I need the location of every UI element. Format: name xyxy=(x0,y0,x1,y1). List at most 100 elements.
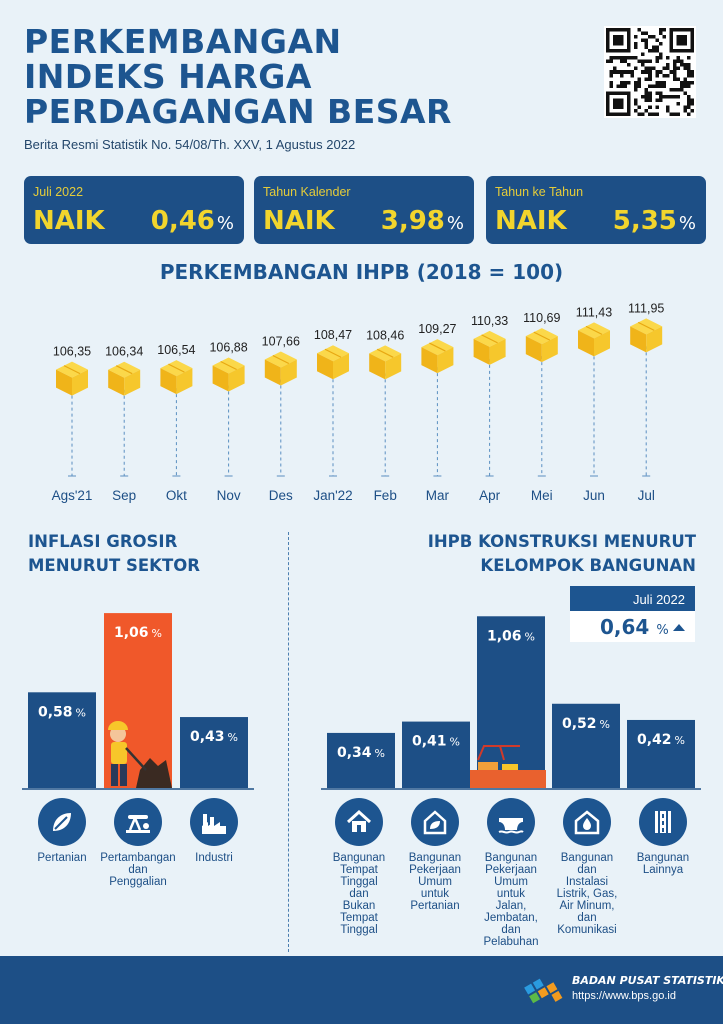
qr-module xyxy=(686,73,691,78)
construction-caption-4: Bangunan dan Instalasi Listrik, Gas, Air… xyxy=(542,852,632,936)
qr-finder xyxy=(676,35,687,46)
ihpb-month-label: Apr xyxy=(479,488,501,503)
qr-module xyxy=(623,56,628,60)
qr-module xyxy=(679,84,684,88)
bar-unit: % xyxy=(375,747,385,760)
sector-bar-chart: 0,58 %1,06 %0,43% xyxy=(22,613,254,790)
ihpb-month-label: Mei xyxy=(531,488,553,503)
qr-module xyxy=(658,91,663,95)
qr-module xyxy=(634,45,638,50)
qr-module xyxy=(641,52,645,57)
caption-line: Listrik, Gas, xyxy=(556,888,618,900)
ihpb-cube-point xyxy=(630,318,663,353)
qr-module xyxy=(651,66,656,71)
qr-module xyxy=(655,56,659,60)
qr-module xyxy=(683,80,687,85)
qr-module xyxy=(651,112,656,116)
qr-module xyxy=(669,112,673,116)
qr-module xyxy=(662,84,666,88)
caption-line: Tinggal xyxy=(340,924,378,936)
qr-module xyxy=(655,105,659,109)
qr-module xyxy=(676,59,680,64)
qr-module xyxy=(627,63,631,67)
qr-module xyxy=(634,66,638,71)
qr-module xyxy=(606,59,610,64)
sector-title-line-1: INFLASI GROSIR xyxy=(28,532,178,551)
qr-module xyxy=(662,80,666,85)
caption-line: Komunikasi xyxy=(557,924,617,936)
qr-module xyxy=(686,84,691,88)
qr-module xyxy=(644,31,649,36)
qr-module xyxy=(690,73,694,78)
construction-juli-box: Juli 2022 0,64 % xyxy=(570,586,695,642)
qr-module xyxy=(662,66,666,71)
ihpb-cube-point xyxy=(264,351,297,386)
qr-module xyxy=(641,112,645,116)
stat-card-yoy: Tahun ke Tahun NAIK 5,35% xyxy=(486,176,706,244)
qr-module xyxy=(634,84,638,88)
stat-card-monthly: Juli 2022 NAIK 0,46% xyxy=(24,176,244,244)
bar-unit: % xyxy=(152,627,162,640)
caption-line: dan xyxy=(349,888,369,900)
ihpb-cube-point xyxy=(108,361,141,396)
qr-module xyxy=(658,80,663,85)
qr-module xyxy=(686,56,691,60)
qr-module xyxy=(662,94,666,99)
qr-module xyxy=(634,80,638,85)
ihpb-cube-point xyxy=(525,328,558,363)
qr-finder xyxy=(613,98,624,109)
qr-module xyxy=(672,73,677,78)
caption-line: Tempat xyxy=(340,864,378,876)
bar xyxy=(552,703,620,788)
qr-module xyxy=(637,77,642,81)
ihpb-month-label: Mar xyxy=(426,488,450,503)
qr-module xyxy=(665,63,670,67)
bar xyxy=(402,721,470,788)
ihpb-value-label: 106,34 xyxy=(105,345,143,359)
qr-module xyxy=(686,101,691,106)
stat-value: 3,98 xyxy=(380,206,445,236)
bps-logo-icon[interactable] xyxy=(522,970,566,1010)
qr-module xyxy=(658,42,663,46)
caption-line: Jembatan, xyxy=(484,912,538,924)
juli-value-wrap: 0,64 % xyxy=(570,611,695,642)
qr-module xyxy=(641,70,645,74)
caption-line: dan xyxy=(577,912,597,924)
qr-module xyxy=(679,59,684,64)
qr-module xyxy=(613,70,617,74)
qr-module xyxy=(672,66,677,71)
bar-value-label: 0,41% xyxy=(412,734,460,750)
ihpb-value-label: 111,43 xyxy=(576,305,612,319)
qr-module xyxy=(672,112,677,116)
construction-caption-1: Bangunan Tempat Tinggal dan Bukan Tempat… xyxy=(314,852,404,936)
qr-code-icon[interactable] xyxy=(604,26,696,118)
qr-module xyxy=(634,87,638,92)
construction-section-title: IHPB KONSTRUKSI MENURUT KELOMPOK BANGUNA… xyxy=(428,530,696,578)
qr-module xyxy=(648,73,652,78)
qr-module xyxy=(641,94,645,99)
qr-module xyxy=(648,35,652,39)
ihpb-cube-point xyxy=(317,345,349,380)
construction-title-line-1: IHPB KONSTRUKSI MENURUT xyxy=(427,532,696,551)
qr-module xyxy=(655,91,659,95)
qr-module xyxy=(644,42,649,46)
caption-line: Pelabuhan xyxy=(483,936,539,948)
footer-url-link[interactable]: https://www.bps.go.id xyxy=(572,990,676,1002)
arrow-up-icon xyxy=(672,624,685,631)
qr-module xyxy=(641,31,645,36)
leaf-icon xyxy=(38,798,86,846)
caption-line: Pertambangan xyxy=(100,852,176,864)
qr-module xyxy=(655,80,659,85)
qr-module xyxy=(655,49,659,53)
qr-module xyxy=(665,105,670,109)
qr-module xyxy=(648,91,652,95)
qr-module xyxy=(672,59,677,64)
caption-line: Pekerjaan xyxy=(485,864,537,876)
bar-value-label: 0,42% xyxy=(637,732,685,748)
qr-module xyxy=(683,105,687,109)
page-title: PERKEMBANGAN INDEKS HARGA PERDAGANGAN BE… xyxy=(24,24,544,129)
ihpb-month-label: Des xyxy=(269,488,293,503)
qr-module xyxy=(634,108,638,113)
sector-title-line-2: MENURUT SEKTOR xyxy=(28,556,200,575)
qr-module xyxy=(644,66,649,71)
